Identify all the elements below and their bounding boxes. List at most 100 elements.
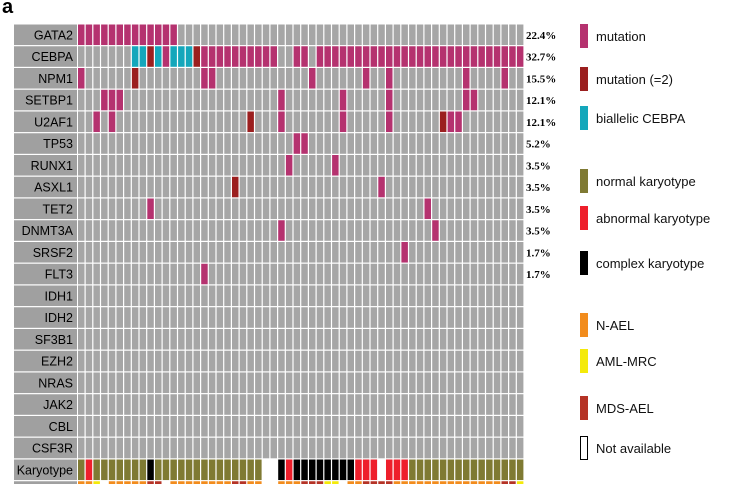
cell-cbl-14 [185,416,193,437]
cell-ezh2-56 [509,350,516,372]
cell-srsf2-10 [155,242,162,263]
cell-npm1-28 [293,68,301,89]
cell-tp53-20 [232,133,239,154]
cell-sf3b1-21 [239,329,247,350]
cell-disease-34 [339,481,347,484]
cell-u2af1-55 [501,111,508,133]
cell-disease-24 [262,481,270,484]
cell-idh2-16 [201,307,208,328]
legend-swatch-mutation [580,24,588,48]
cell-runx1-52 [478,155,485,176]
cell-karyotype-55 [501,459,508,481]
cell-csf3r-57 [516,437,524,459]
cell-u2af1-42 [401,111,408,133]
cell-karyotype-14 [185,459,193,481]
cell-u2af1-21 [239,111,247,133]
cell-disease-49 [455,481,462,484]
cell-tet2-18 [216,198,224,220]
cell-idh2-17 [208,307,216,328]
cell-npm1-22 [247,68,254,89]
cell-gata2-50 [463,24,470,46]
cell-tp53-37 [362,133,370,154]
cell-npm1-12 [170,68,177,89]
cell-flt3-40 [386,263,393,285]
cell-jak2-21 [239,394,247,415]
legend-item-mutation2: mutation (=2) [580,67,673,91]
cell-jak2-34 [339,394,347,415]
cell-nras-32 [324,372,331,394]
legend: mutation mutation (=2) biallelic CEBPA norm… [580,0,746,484]
cell-tet2-10 [155,198,162,220]
cell-tet2-8 [139,198,147,220]
cell-disease-7 [131,481,139,484]
cell-karyotype-28 [293,459,301,481]
cell-nras-21 [239,372,247,394]
cell-nras-2 [93,372,100,394]
cell-sf3b1-41 [393,329,401,350]
cell-sf3b1-12 [170,329,177,350]
row-label-gata2: GATA2 [34,28,73,42]
cell-gata2-20 [232,24,239,46]
cell-asxl1-26 [278,176,285,198]
cell-idh1-1 [85,285,93,307]
cell-srsf2-7 [131,242,139,263]
cell-asxl1-14 [185,176,193,198]
cell-csf3r-51 [470,437,478,459]
cell-setbp1-9 [147,89,154,111]
cell-runx1-29 [301,155,308,176]
cell-gata2-52 [478,24,485,46]
cell-u2af1-57 [516,111,524,133]
cell-dnmt3a-14 [185,220,193,241]
cell-srsf2-46 [432,242,439,263]
cell-tet2-12 [170,198,177,220]
cell-dnmt3a-13 [178,220,185,241]
cell-tp53-30 [309,133,316,154]
cell-idh1-2 [93,285,100,307]
cell-asxl1-56 [509,176,516,198]
cell-nras-36 [355,372,362,394]
cell-gata2-41 [393,24,401,46]
cell-srsf2-29 [301,242,308,263]
cell-tp53-1 [85,133,93,154]
cell-disease-50 [463,481,470,484]
cell-flt3-21 [239,263,247,285]
cell-tet2-52 [478,198,485,220]
cell-cbl-57 [516,416,524,437]
oncoprint-heatmap: GATA2 22.4% CEBPA 32.7% NPM1 15.5% SETBP1 12.1%… [14,24,556,484]
cell-karyotype-20 [232,459,239,481]
cell-u2af1-49 [455,111,462,133]
cell-tp53-12 [170,133,177,154]
row-label-bg [14,176,77,198]
cell-ezh2-6 [124,350,131,372]
cell-runx1-1 [85,155,93,176]
cell-npm1-4 [108,68,116,89]
cell-dnmt3a-25 [270,220,277,241]
row-label-flt3: FLT3 [45,268,73,282]
cell-cebpa-29 [301,46,308,67]
cell-setbp1-55 [501,89,508,111]
cell-idh1-14 [185,285,193,307]
cell-gata2-33 [332,24,339,46]
cell-cbl-17 [208,416,216,437]
cell-disease-43 [409,481,416,484]
cell-tet2-23 [255,198,262,220]
cell-ezh2-1 [85,350,93,372]
cell-tp53-42 [401,133,408,154]
cell-srsf2-22 [247,242,254,263]
cell-asxl1-25 [270,176,277,198]
row-label-runx1: RUNX1 [31,159,73,173]
cell-dnmt3a-44 [416,220,424,241]
cell-gata2-8 [139,24,147,46]
cell-asxl1-36 [355,176,362,198]
cell-gata2-0 [78,24,85,46]
cell-asxl1-38 [370,176,378,198]
cell-tp53-16 [201,133,208,154]
row-label-dnmt3a: DNMT3A [22,224,74,238]
cell-cbl-10 [155,416,162,437]
cell-cbl-31 [316,416,324,437]
cell-npm1-35 [347,68,354,89]
cell-idh1-56 [509,285,516,307]
cell-cbl-45 [424,416,431,437]
cell-asxl1-19 [224,176,231,198]
cell-sf3b1-28 [293,329,301,350]
